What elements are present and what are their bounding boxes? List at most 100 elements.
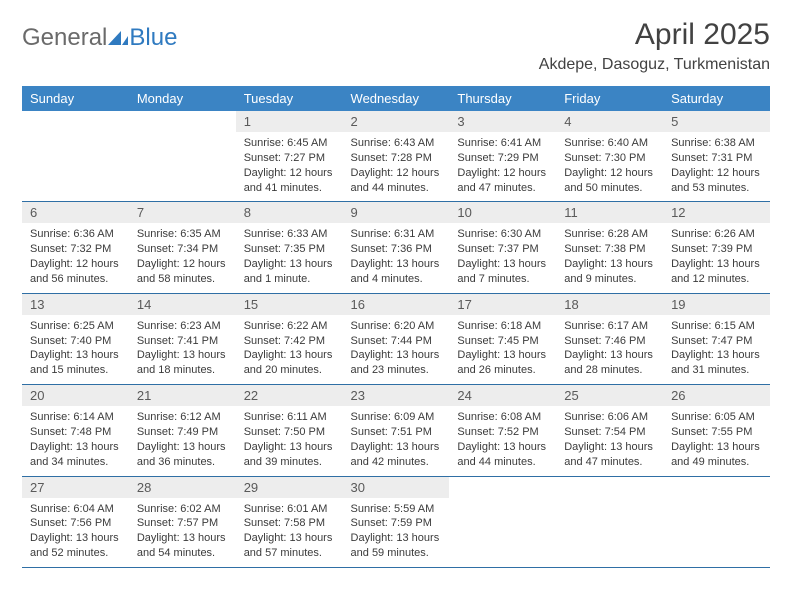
day-details: Sunrise: 6:05 AMSunset: 7:55 PMDaylight:… (663, 406, 770, 475)
calendar-cell: 14Sunrise: 6:23 AMSunset: 7:41 PMDayligh… (129, 293, 236, 384)
sunset-text: Sunset: 7:27 PM (244, 151, 335, 166)
calendar-cell: 18Sunrise: 6:17 AMSunset: 7:46 PMDayligh… (556, 293, 663, 384)
daylight-text: Daylight: 13 hours and 28 minutes. (564, 348, 655, 378)
daylight-text: Daylight: 13 hours and 4 minutes. (351, 257, 442, 287)
sunset-text: Sunset: 7:49 PM (137, 425, 228, 440)
sunset-text: Sunset: 7:59 PM (351, 516, 442, 531)
day-details: Sunrise: 6:31 AMSunset: 7:36 PMDaylight:… (343, 223, 450, 292)
daylight-text: Daylight: 13 hours and 44 minutes. (457, 440, 548, 470)
sunrise-text: Sunrise: 6:15 AM (671, 319, 762, 334)
day-details: Sunrise: 6:25 AMSunset: 7:40 PMDaylight:… (22, 315, 129, 384)
day-details: Sunrise: 6:14 AMSunset: 7:48 PMDaylight:… (22, 406, 129, 475)
sunrise-text: Sunrise: 6:18 AM (457, 319, 548, 334)
location-subtitle: Akdepe, Dasoguz, Turkmenistan (539, 56, 770, 74)
calendar-cell (22, 111, 129, 202)
title-block: April 2025 Akdepe, Dasoguz, Turkmenistan (539, 18, 770, 74)
logo-text-2: Blue (129, 24, 177, 52)
calendar-cell: 2 Sunrise: 6:43 AMSunset: 7:28 PMDaylight… (343, 111, 450, 202)
daylight-text: Daylight: 13 hours and 9 minutes. (564, 257, 655, 287)
sunrise-text: Sunrise: 6:09 AM (351, 410, 442, 425)
day-details: Sunrise: 5:59 AMSunset: 7:59 PMDaylight:… (343, 498, 450, 567)
calendar-week-row: 13Sunrise: 6:25 AMSunset: 7:40 PMDayligh… (22, 293, 770, 384)
calendar-cell: 16Sunrise: 6:20 AMSunset: 7:44 PMDayligh… (343, 293, 450, 384)
day-details: Sunrise: 6:11 AMSunset: 7:50 PMDaylight:… (236, 406, 343, 475)
day-details: Sunrise: 6:18 AMSunset: 7:45 PMDaylight:… (449, 315, 556, 384)
logo-text-1: General (22, 24, 107, 52)
day-details: Sunrise: 6:12 AMSunset: 7:49 PMDaylight:… (129, 406, 236, 475)
daylight-text: Daylight: 13 hours and 18 minutes. (137, 348, 228, 378)
calendar-cell: 28Sunrise: 6:02 AMSunset: 7:57 PMDayligh… (129, 476, 236, 567)
day-header: Thursday (449, 86, 556, 111)
calendar-cell: 17Sunrise: 6:18 AMSunset: 7:45 PMDayligh… (449, 293, 556, 384)
calendar-cell: 26Sunrise: 6:05 AMSunset: 7:55 PMDayligh… (663, 385, 770, 476)
day-number: 5 (663, 111, 770, 132)
sunset-text: Sunset: 7:46 PM (564, 334, 655, 349)
day-number: 17 (449, 294, 556, 315)
day-number: 2 (343, 111, 450, 132)
calendar-cell: 3Sunrise: 6:41 AMSunset: 7:29 PMDaylight… (449, 111, 556, 202)
day-details: Sunrise: 6:23 AMSunset: 7:41 PMDaylight:… (129, 315, 236, 384)
day-details: Sunrise: 6:40 AMSunset: 7:30 PMDaylight:… (556, 132, 663, 201)
sunset-text: Sunset: 7:41 PM (137, 334, 228, 349)
sunrise-text: Sunrise: 6:04 AM (30, 502, 121, 517)
calendar-cell: 10Sunrise: 6:30 AMSunset: 7:37 PMDayligh… (449, 202, 556, 293)
calendar-cell: 9Sunrise: 6:31 AMSunset: 7:36 PMDaylight… (343, 202, 450, 293)
sunset-text: Sunset: 7:31 PM (671, 151, 762, 166)
sunrise-text: Sunrise: 6:43 AM (351, 136, 442, 151)
calendar-cell: 21Sunrise: 6:12 AMSunset: 7:49 PMDayligh… (129, 385, 236, 476)
daylight-text: Daylight: 12 hours and 44 minutes. (351, 166, 442, 196)
sunrise-text: Sunrise: 6:14 AM (30, 410, 121, 425)
sunrise-text: Sunrise: 6:40 AM (564, 136, 655, 151)
day-details: Sunrise: 6:26 AMSunset: 7:39 PMDaylight:… (663, 223, 770, 292)
sunrise-text: Sunrise: 6:28 AM (564, 227, 655, 242)
sunset-text: Sunset: 7:28 PM (351, 151, 442, 166)
day-number: 19 (663, 294, 770, 315)
daylight-text: Daylight: 13 hours and 47 minutes. (564, 440, 655, 470)
sunrise-text: Sunrise: 6:11 AM (244, 410, 335, 425)
day-number: 11 (556, 202, 663, 223)
day-number: 9 (343, 202, 450, 223)
day-number: 30 (343, 477, 450, 498)
daylight-text: Daylight: 13 hours and 12 minutes. (671, 257, 762, 287)
sunset-text: Sunset: 7:34 PM (137, 242, 228, 257)
sunrise-text: Sunrise: 6:05 AM (671, 410, 762, 425)
calendar-cell: 20Sunrise: 6:14 AMSunset: 7:48 PMDayligh… (22, 385, 129, 476)
daylight-text: Daylight: 13 hours and 57 minutes. (244, 531, 335, 561)
calendar-week-row: 6Sunrise: 6:36 AMSunset: 7:32 PMDaylight… (22, 202, 770, 293)
sunrise-text: Sunrise: 6:35 AM (137, 227, 228, 242)
calendar-cell: 4Sunrise: 6:40 AMSunset: 7:30 PMDaylight… (556, 111, 663, 202)
calendar-week-row: 1Sunrise: 6:45 AMSunset: 7:27 PMDaylight… (22, 111, 770, 202)
sunset-text: Sunset: 7:51 PM (351, 425, 442, 440)
day-details: Sunrise: 6:20 AMSunset: 7:44 PMDaylight:… (343, 315, 450, 384)
daylight-text: Daylight: 13 hours and 15 minutes. (30, 348, 121, 378)
day-details: Sunrise: 6:01 AMSunset: 7:58 PMDaylight:… (236, 498, 343, 567)
daylight-text: Daylight: 13 hours and 23 minutes. (351, 348, 442, 378)
sunset-text: Sunset: 7:50 PM (244, 425, 335, 440)
day-details: Sunrise: 6:17 AMSunset: 7:46 PMDaylight:… (556, 315, 663, 384)
day-number: 18 (556, 294, 663, 315)
calendar-cell: 29Sunrise: 6:01 AMSunset: 7:58 PMDayligh… (236, 476, 343, 567)
sunrise-text: Sunrise: 6:08 AM (457, 410, 548, 425)
day-details: Sunrise: 6:35 AMSunset: 7:34 PMDaylight:… (129, 223, 236, 292)
day-details: Sunrise: 6:22 AMSunset: 7:42 PMDaylight:… (236, 315, 343, 384)
calendar-cell: 5Sunrise: 6:38 AMSunset: 7:31 PMDaylight… (663, 111, 770, 202)
sunrise-text: Sunrise: 6:23 AM (137, 319, 228, 334)
calendar-cell: 1Sunrise: 6:45 AMSunset: 7:27 PMDaylight… (236, 111, 343, 202)
day-number: 15 (236, 294, 343, 315)
day-number: 14 (129, 294, 236, 315)
day-number: 21 (129, 385, 236, 406)
day-number: 26 (663, 385, 770, 406)
calendar-cell: 6Sunrise: 6:36 AMSunset: 7:32 PMDaylight… (22, 202, 129, 293)
day-number: 6 (22, 202, 129, 223)
day-details: Sunrise: 6:45 AMSunset: 7:27 PMDaylight:… (236, 132, 343, 201)
sunset-text: Sunset: 7:55 PM (671, 425, 762, 440)
sunrise-text: Sunrise: 6:20 AM (351, 319, 442, 334)
daylight-text: Daylight: 13 hours and 20 minutes. (244, 348, 335, 378)
sunset-text: Sunset: 7:45 PM (457, 334, 548, 349)
day-number: 24 (449, 385, 556, 406)
sunset-text: Sunset: 7:38 PM (564, 242, 655, 257)
sunrise-text: Sunrise: 5:59 AM (351, 502, 442, 517)
daylight-text: Daylight: 12 hours and 53 minutes. (671, 166, 762, 196)
sunrise-text: Sunrise: 6:33 AM (244, 227, 335, 242)
daylight-text: Daylight: 12 hours and 58 minutes. (137, 257, 228, 287)
